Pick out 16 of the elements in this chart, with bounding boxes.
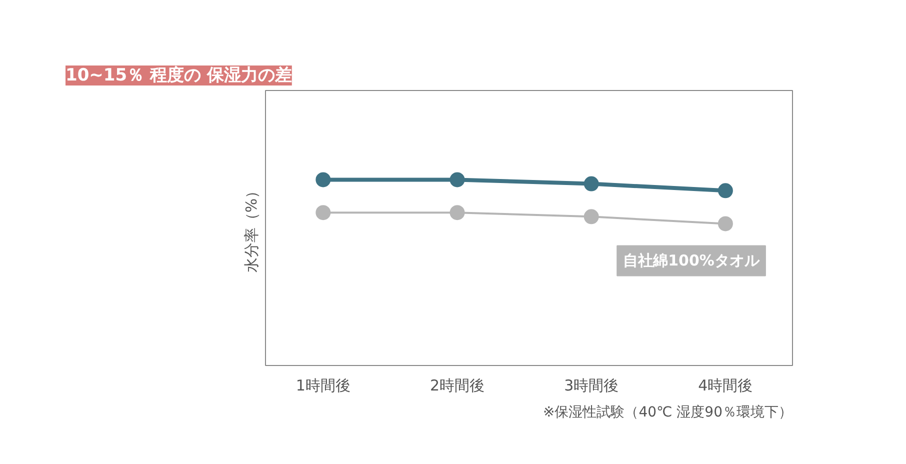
point bbox=[718, 216, 733, 232]
text: 10~15％ 程度の 保湿力の差 bbox=[66, 66, 292, 86]
y-axis-title: 水分率（%） bbox=[242, 183, 260, 273]
point bbox=[450, 205, 465, 220]
point bbox=[584, 209, 599, 224]
x-tick-label: 2時間後 bbox=[430, 376, 485, 394]
text: ※保湿性試験（40℃ 湿度90％環境下） bbox=[542, 404, 793, 420]
point bbox=[316, 205, 331, 220]
point bbox=[584, 176, 599, 192]
point bbox=[718, 183, 733, 198]
x-tick-label: 1時間後 bbox=[296, 376, 350, 394]
point bbox=[316, 172, 331, 188]
point bbox=[450, 172, 465, 188]
x-tick-label: 4時間後 bbox=[698, 376, 753, 394]
x-tick-label: 3時間後 bbox=[564, 376, 619, 394]
text: 自社綿100%タオル bbox=[623, 252, 760, 270]
